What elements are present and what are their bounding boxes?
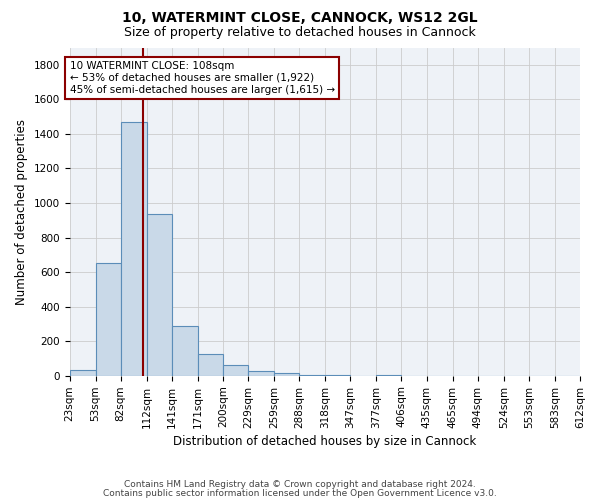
Bar xyxy=(146,214,172,376)
Bar xyxy=(223,366,248,376)
X-axis label: Distribution of detached houses by size in Cannock: Distribution of detached houses by size … xyxy=(173,434,476,448)
Bar xyxy=(121,122,146,376)
Bar xyxy=(325,375,350,376)
Bar xyxy=(299,375,325,376)
Bar xyxy=(172,326,198,376)
Bar xyxy=(198,354,223,376)
Bar xyxy=(70,370,95,376)
Y-axis label: Number of detached properties: Number of detached properties xyxy=(15,118,28,304)
Bar xyxy=(274,373,299,376)
Text: Contains public sector information licensed under the Open Government Licence v3: Contains public sector information licen… xyxy=(103,488,497,498)
Bar xyxy=(248,372,274,376)
Bar xyxy=(95,264,121,376)
Text: Size of property relative to detached houses in Cannock: Size of property relative to detached ho… xyxy=(124,26,476,39)
Bar xyxy=(376,375,401,376)
Text: 10, WATERMINT CLOSE, CANNOCK, WS12 2GL: 10, WATERMINT CLOSE, CANNOCK, WS12 2GL xyxy=(122,12,478,26)
Text: Contains HM Land Registry data © Crown copyright and database right 2024.: Contains HM Land Registry data © Crown c… xyxy=(124,480,476,489)
Text: 10 WATERMINT CLOSE: 108sqm
← 53% of detached houses are smaller (1,922)
45% of s: 10 WATERMINT CLOSE: 108sqm ← 53% of deta… xyxy=(70,62,335,94)
